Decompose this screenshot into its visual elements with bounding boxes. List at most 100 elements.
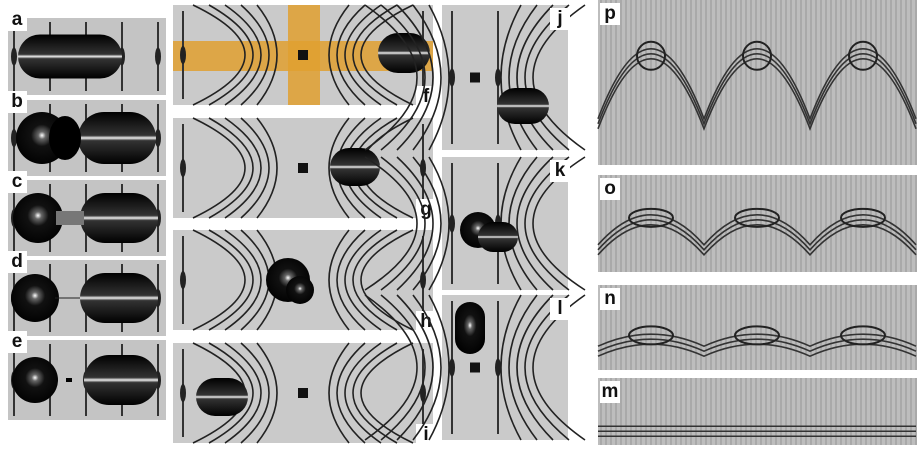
label-box — [7, 251, 27, 273]
wave-line — [597, 219, 917, 252]
field-line — [428, 4, 450, 151]
field-line — [516, 4, 554, 151]
field-line — [208, 229, 254, 331]
wave-line — [597, 333, 917, 348]
field-line — [328, 229, 350, 331]
post-node — [155, 47, 161, 66]
field-line — [380, 294, 426, 441]
label-box — [550, 160, 570, 182]
label-box — [416, 311, 436, 333]
wave-line — [597, 48, 917, 122]
label-box — [600, 3, 620, 25]
loop — [840, 325, 886, 346]
field-line — [516, 156, 554, 291]
field-line — [224, 117, 262, 219]
field-line — [208, 342, 254, 444]
particle — [497, 88, 549, 124]
particle — [56, 211, 84, 225]
field-line — [256, 4, 278, 106]
label-box — [7, 9, 27, 31]
field-line — [428, 156, 450, 291]
field-line — [192, 117, 246, 219]
field-line — [240, 342, 270, 444]
field-line — [224, 4, 262, 106]
post-node — [180, 271, 186, 289]
field-line — [396, 294, 434, 441]
field-line — [412, 156, 442, 291]
defect — [298, 50, 308, 60]
field-line — [428, 294, 450, 441]
panel-label: k — [555, 160, 566, 181]
field-line — [344, 342, 382, 444]
field-line — [328, 117, 350, 219]
particle — [80, 273, 158, 323]
loop — [848, 40, 878, 71]
post-node — [495, 68, 501, 87]
particle — [12, 357, 58, 403]
particle — [196, 378, 248, 416]
loop — [734, 207, 780, 228]
panel-label: p — [604, 3, 616, 24]
field-line — [500, 4, 522, 151]
panel-label: e — [12, 331, 23, 352]
field-line — [364, 4, 418, 151]
field-line — [256, 342, 278, 444]
field-line — [352, 342, 398, 444]
particle — [13, 193, 63, 243]
label-box — [600, 178, 620, 200]
post-node — [449, 68, 455, 87]
particle — [286, 276, 314, 304]
field-line — [360, 4, 414, 106]
field-line — [336, 229, 366, 331]
field-line — [208, 117, 254, 219]
wave-line — [597, 58, 917, 132]
field-line — [396, 4, 434, 151]
field-line — [352, 229, 398, 331]
field-line — [508, 294, 538, 441]
field-line — [396, 156, 434, 291]
panel — [598, 378, 917, 445]
field-line — [508, 4, 538, 151]
defect — [298, 163, 308, 173]
label-box — [600, 288, 620, 310]
field-line — [412, 4, 442, 151]
post-node — [11, 129, 17, 147]
post-node — [449, 358, 455, 377]
post-node — [449, 214, 455, 233]
field-line — [412, 294, 442, 441]
wave-line — [597, 338, 917, 353]
post-node — [180, 46, 186, 64]
label-box — [7, 171, 27, 193]
panel-label: g — [420, 199, 432, 220]
particle — [378, 33, 430, 73]
particle — [78, 112, 156, 164]
field-line — [208, 4, 254, 106]
defect — [470, 72, 480, 83]
field-line — [516, 294, 554, 441]
field-line — [364, 156, 418, 291]
panel-label: i — [423, 424, 428, 445]
field-line — [224, 229, 262, 331]
particle — [11, 274, 59, 322]
field-line — [360, 229, 414, 331]
field-line — [328, 4, 350, 106]
post-node — [420, 384, 426, 402]
panel-label: j — [556, 8, 562, 29]
wave-line — [597, 53, 917, 127]
panel — [598, 175, 917, 272]
wave-line — [597, 224, 917, 257]
wave-line — [597, 214, 917, 247]
field-line — [224, 342, 262, 444]
particle — [455, 302, 485, 354]
field-line — [336, 4, 366, 106]
field-line — [328, 342, 350, 444]
field-line — [192, 229, 246, 331]
loop — [742, 40, 772, 71]
post-node — [495, 358, 501, 377]
particle — [18, 34, 122, 79]
particle — [80, 193, 158, 243]
field-line — [500, 294, 522, 441]
panel-label: c — [12, 171, 23, 192]
panel-label: h — [420, 311, 432, 332]
